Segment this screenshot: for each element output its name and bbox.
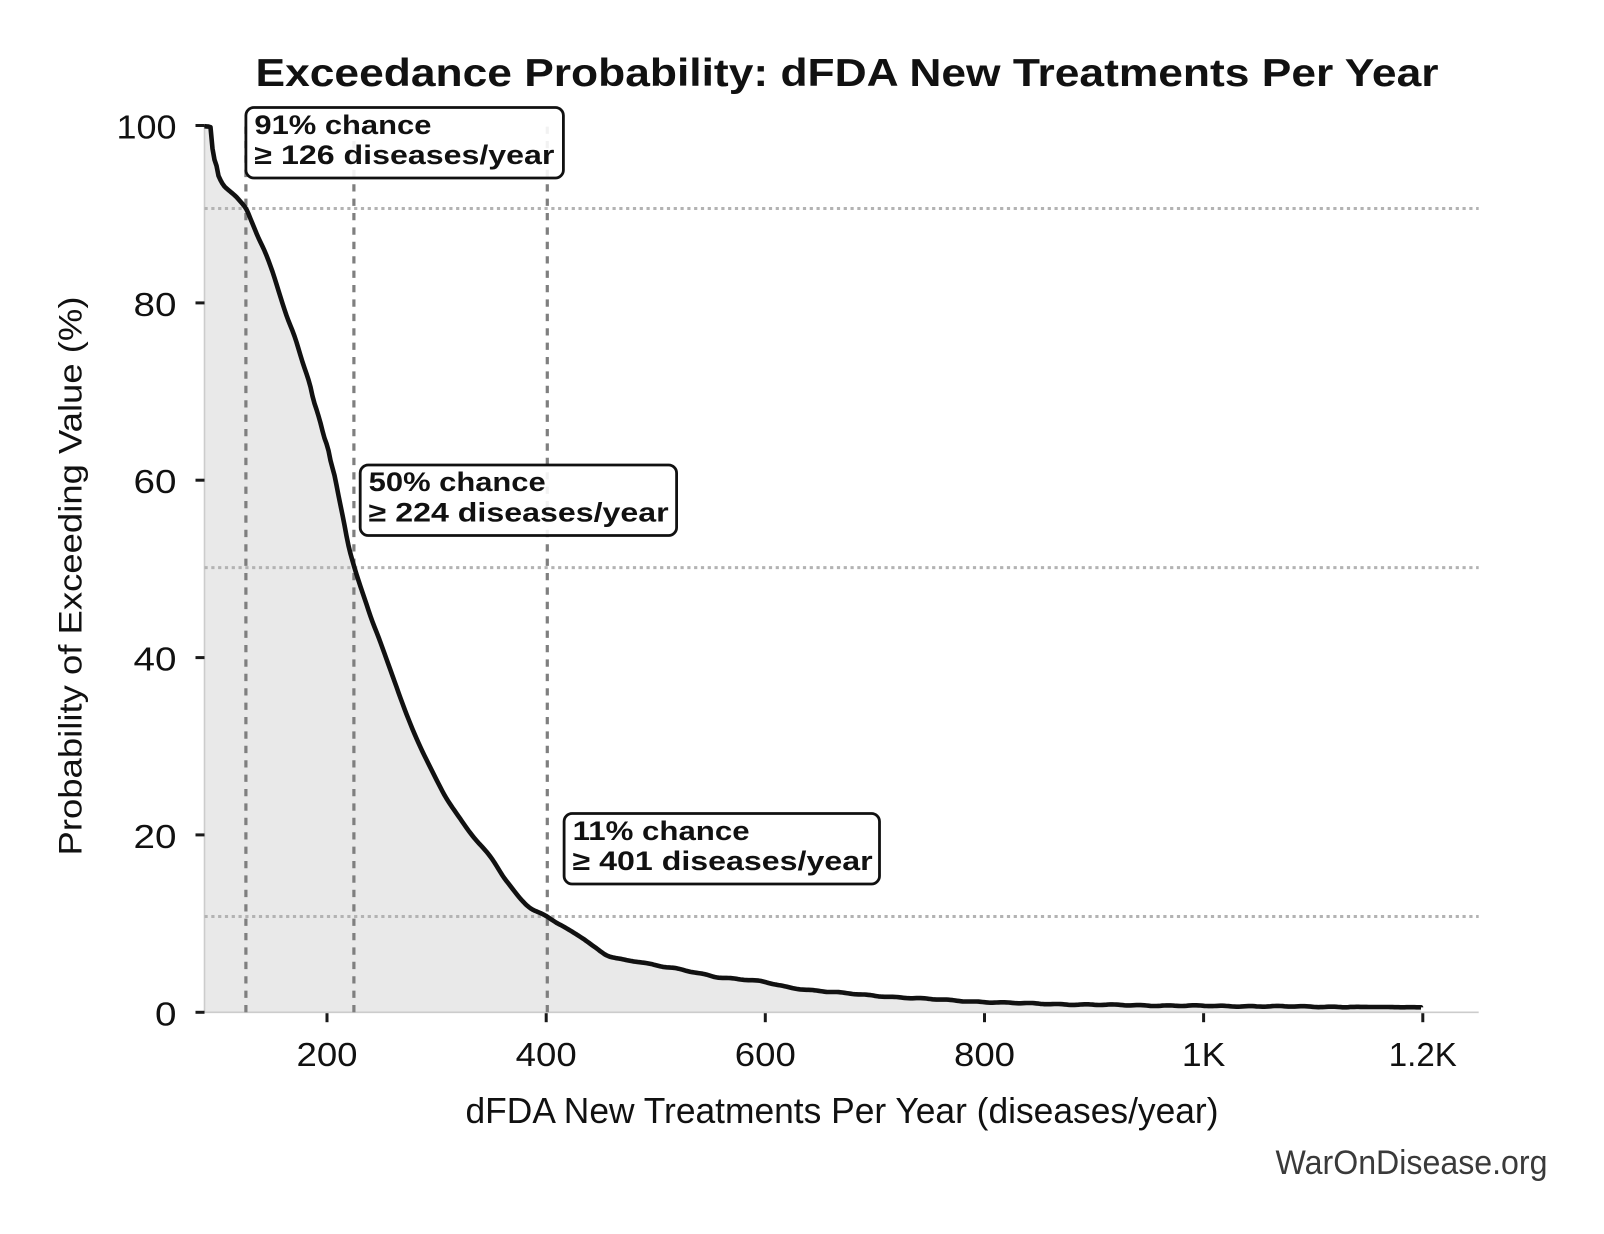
svg-text:WarOnDisease.org: WarOnDisease.org [1276, 1144, 1548, 1182]
svg-text:Probability of Exceeding Value: Probability of Exceeding Value (%) [53, 297, 89, 856]
svg-text:600: 600 [735, 1036, 796, 1073]
svg-text:1.2K: 1.2K [1389, 1036, 1457, 1073]
svg-text:400: 400 [516, 1036, 577, 1073]
svg-text:≥ 401 diseases/year: ≥ 401 diseases/year [573, 846, 874, 876]
svg-text:800: 800 [954, 1036, 1015, 1073]
svg-text:≥ 126 diseases/year: ≥ 126 diseases/year [254, 140, 555, 170]
svg-text:91% chance: 91% chance [254, 110, 431, 140]
svg-text:dFDA New Treatments Per Year (: dFDA New Treatments Per Year (diseases/y… [466, 1090, 1219, 1131]
svg-text:11% chance: 11% chance [573, 816, 750, 846]
svg-text:0: 0 [155, 995, 177, 1032]
svg-text:50% chance: 50% chance [369, 467, 546, 497]
svg-text:100: 100 [117, 109, 177, 146]
svg-text:40: 40 [134, 641, 177, 678]
svg-text:200: 200 [297, 1036, 358, 1073]
svg-text:1K: 1K [1182, 1036, 1226, 1073]
svg-text:Exceedance Probability: dFDA N: Exceedance Probability: dFDA New Treatme… [256, 52, 1439, 95]
svg-text:20: 20 [134, 818, 177, 855]
svg-text:≥ 224 diseases/year: ≥ 224 diseases/year [369, 498, 670, 528]
svg-text:60: 60 [134, 463, 177, 500]
svg-text:80: 80 [134, 286, 177, 323]
